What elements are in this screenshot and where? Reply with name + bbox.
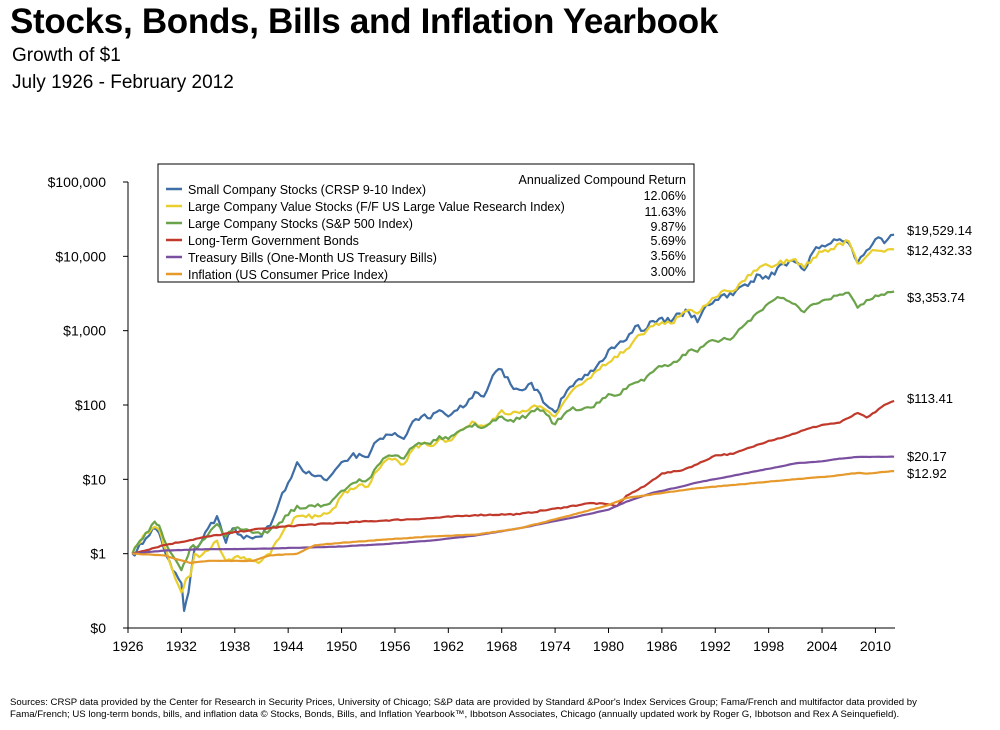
legend-return-5: 3.56%: [651, 249, 686, 263]
x-tick-label: 1926: [112, 638, 143, 654]
sources-footnote: Sources: CRSP data provided by the Cente…: [10, 697, 995, 721]
sources-line-1: Sources: CRSP data provided by the Cente…: [10, 697, 917, 708]
x-tick-label: 1938: [219, 638, 250, 654]
y-tick-label: $100: [75, 397, 106, 413]
chart-period: July 1926 - February 2012: [12, 72, 234, 93]
legend-label-4: Long-Term Government Bonds: [188, 234, 359, 248]
legend-label-5: Treasury Bills (One-Month US Treasury Bi…: [188, 251, 437, 265]
legend-header: Annualized Compound Return: [519, 173, 687, 187]
x-tick-label: 1986: [646, 638, 677, 654]
end-value-label-4: $113.41: [907, 391, 953, 406]
end-labels: $19,529.14 $12,432.33 $3,353.74 $113.41 $20.…: [907, 223, 972, 481]
legend-return-2: 11.63%: [645, 205, 686, 219]
legend-return-6: 3.00%: [651, 265, 686, 279]
legend-label-2: Large Company Value Stocks (F/F US Large…: [188, 200, 565, 214]
series-line-3: [131, 290, 895, 572]
x-tick-label: 1956: [379, 638, 410, 654]
series-line-4: [132, 399, 895, 555]
x-tick-label: 1932: [166, 638, 197, 654]
y-tick-label: $10,000: [55, 248, 106, 264]
growth-chart: $0 $1 $10 $100 $1,000 $10,000 $100,000 1926 1932…: [48, 163, 972, 654]
legend-return-1: 12.06%: [644, 189, 686, 203]
y-tick-label: $1,000: [63, 323, 106, 339]
legend: Annualized Compound Return Small Company …: [157, 163, 695, 283]
end-value-label-3: $3,353.74: [907, 290, 965, 305]
series-layer: [131, 233, 895, 612]
x-tick-label: 1992: [700, 638, 731, 654]
sources-line-2: Fama/French; US long-term bonds, bills, …: [10, 709, 900, 720]
series-line-2: [131, 239, 895, 594]
legend-return-4: 5.69%: [651, 234, 686, 248]
axes: $0 $1 $10 $100 $1,000 $10,000 $100,000 1926 1932…: [48, 174, 895, 654]
x-tick-label: 1950: [326, 638, 357, 654]
chart-subtitle: Growth of $1: [12, 45, 121, 66]
end-value-label-5: $20.17: [907, 449, 947, 464]
x-tick-label: 1962: [433, 638, 464, 654]
end-value-label-2: $12,432.33: [907, 243, 972, 258]
legend-box: [157, 163, 695, 283]
y-tick-label: $0: [90, 620, 106, 636]
x-tick-label: 1944: [273, 638, 304, 654]
legend-label-6: Inflation (US Consumer Price Index): [188, 268, 388, 282]
series-line-5: [132, 455, 895, 555]
x-tick-label: 1974: [540, 638, 571, 654]
end-value-label-1: $19,529.14: [907, 223, 972, 238]
x-tick-label: 1968: [486, 638, 517, 654]
x-tick-label: 1980: [593, 638, 624, 654]
x-tick-label: 2010: [860, 638, 891, 654]
chart-title: Stocks, Bonds, Bills and Inflation Yearb…: [10, 2, 718, 41]
legend-label-3: Large Company Stocks (S&P 500 Index): [188, 217, 413, 231]
x-tick-label: 1998: [753, 638, 784, 654]
y-tick-label: $100,000: [48, 174, 107, 190]
series-line-6: [132, 470, 895, 565]
y-tick-label: $10: [83, 471, 107, 487]
legend-label-1: Small Company Stocks (CRSP 9-10 Index): [188, 183, 426, 197]
series-line-1: [131, 233, 895, 612]
end-value-label-6: $12.92: [907, 466, 947, 481]
legend-return-3: 9.87%: [651, 220, 686, 234]
x-tick-label: 2004: [806, 638, 837, 654]
y-tick-label: $1: [90, 546, 106, 562]
